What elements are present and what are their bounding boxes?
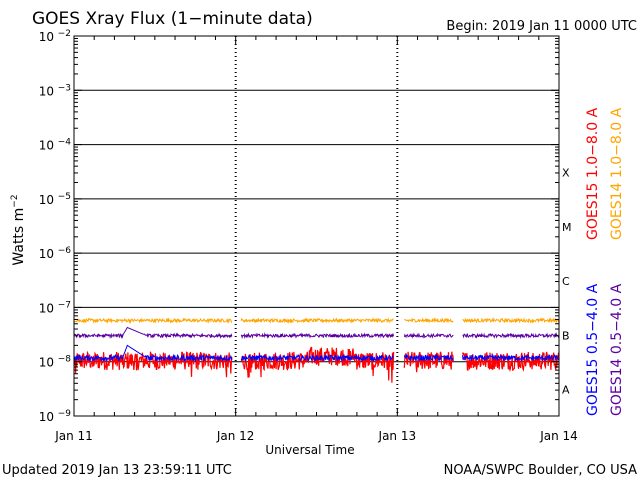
y-tick-exponent: −5 xyxy=(58,192,71,202)
y-tick-label: 10 xyxy=(39,193,54,207)
y-tick-exponent: −2 xyxy=(58,29,71,39)
y-tick-mantissa: 10 xyxy=(39,247,54,261)
y-tick-exponent: −6 xyxy=(58,246,72,256)
y-tick-label: 10 xyxy=(39,356,54,370)
begin-time-label: Begin: 2019 Jan 11 0000 UTC xyxy=(446,19,637,34)
legend-entry: GOES14 0.5−4.0 A xyxy=(609,283,625,416)
flare-class-label: C xyxy=(562,275,570,288)
x-axis-label: Universal Time xyxy=(265,443,354,457)
y-tick-exponent: −8 xyxy=(58,355,72,365)
legend-entry: GOES14 1.0−8.0 A xyxy=(609,107,625,240)
chart-axes: 10 −2 10 −3 10 −4 10 −5 10 −6 10 −7 10 −8 10 −9 Jan 11 Ja… xyxy=(39,29,578,443)
y-tick-mantissa: 10 xyxy=(39,30,54,44)
updated-timestamp: Updated 2019 Jan 13 23:59:11 UTC xyxy=(2,463,232,478)
y-tick-label: 10 xyxy=(39,301,54,315)
x-tick-label: Jan 11 xyxy=(54,429,93,443)
x-tick-label: Jan 13 xyxy=(378,429,417,443)
y-axis-label-text: Watts m xyxy=(11,208,27,266)
y-tick-label: 10 xyxy=(39,410,54,424)
credit-label: NOAA/SWPC Boulder, CO USA xyxy=(444,463,637,478)
flare-class-label: A xyxy=(562,384,570,397)
series-line xyxy=(73,317,560,324)
flare-class-label: X xyxy=(562,167,570,180)
legend-entry: GOES15 0.5−4.0 A xyxy=(585,283,601,416)
series-line xyxy=(73,344,560,363)
flare-class-label: M xyxy=(562,221,572,234)
y-tick-label: 10 xyxy=(39,247,54,261)
chart-legend: GOES15 1.0−8.0 A GOES14 1.0−8.0 A GOES15 0… xyxy=(585,107,625,416)
y-tick-mantissa: 10 xyxy=(39,301,54,315)
y-tick-mantissa: 10 xyxy=(39,84,54,98)
y-tick-mantissa: 10 xyxy=(39,356,54,370)
y-tick-label: 10 xyxy=(39,30,54,44)
y-tick-mantissa: 10 xyxy=(39,410,54,424)
chart-series-layer xyxy=(73,317,560,383)
flare-class-label: B xyxy=(562,329,570,342)
x-tick-label: Jan 14 xyxy=(539,429,578,443)
y-tick-exponent: −3 xyxy=(58,83,71,93)
y-axis-label-sup: −2 xyxy=(10,194,20,207)
legend-entry: GOES15 1.0−8.0 A xyxy=(585,107,601,240)
y-axis-label-group: Watts m−2 xyxy=(10,194,27,265)
y-tick-label: 10 xyxy=(39,84,54,98)
x-tick-label: Jan 12 xyxy=(216,429,255,443)
y-axis-label: Watts m−2 xyxy=(10,194,27,265)
y-tick-mantissa: 10 xyxy=(39,193,54,207)
y-tick-exponent: −4 xyxy=(58,138,72,148)
series-line xyxy=(73,326,560,340)
y-tick-exponent: −7 xyxy=(58,300,71,310)
chart-title: GOES Xray Flux (1−minute data) xyxy=(32,9,313,29)
y-tick-exponent: −9 xyxy=(58,409,72,419)
series-line xyxy=(73,346,560,383)
y-tick-mantissa: 10 xyxy=(39,139,54,153)
y-tick-label: 10 xyxy=(39,139,54,153)
